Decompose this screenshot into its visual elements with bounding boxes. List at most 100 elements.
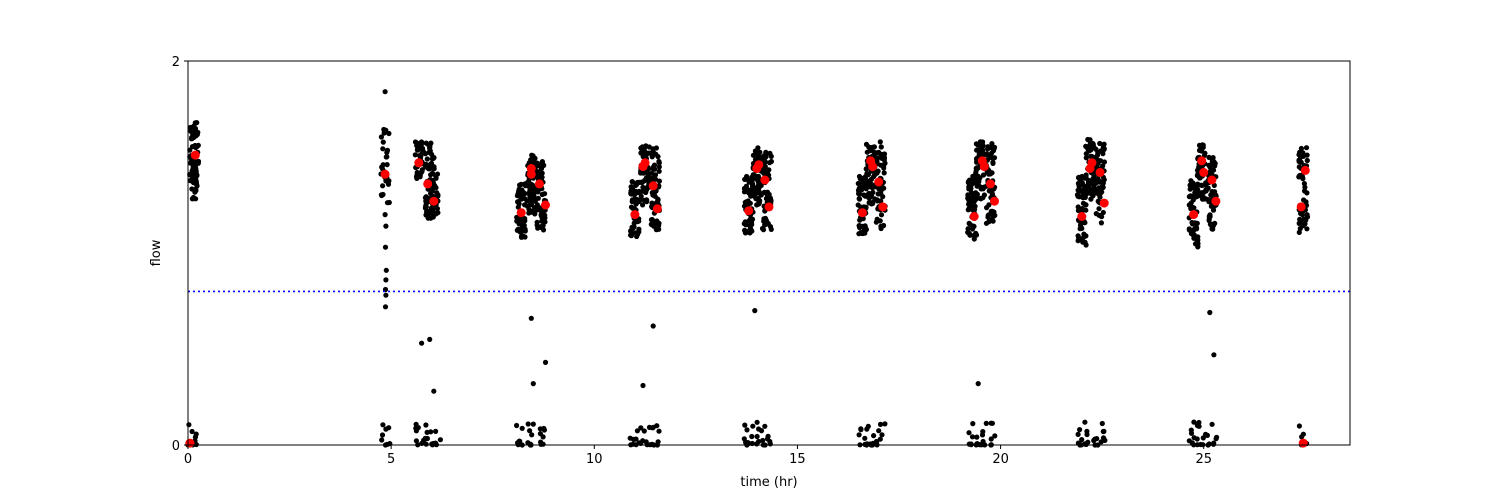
sample-point <box>1214 434 1220 440</box>
sample-point <box>881 162 887 168</box>
sample-point <box>1208 203 1214 209</box>
mean-marker <box>541 200 550 210</box>
sample-point <box>384 149 390 156</box>
sample-point <box>750 176 756 182</box>
sample-point <box>383 426 389 432</box>
sample-point <box>750 172 756 178</box>
sample-point <box>983 220 990 226</box>
sample-point <box>527 428 533 434</box>
sample-point <box>985 146 991 152</box>
sample-point <box>1186 438 1192 444</box>
sample-point <box>768 153 774 159</box>
sample-point <box>641 428 647 434</box>
sample-point <box>761 189 768 195</box>
sample-point <box>1206 441 1212 447</box>
sample-point <box>428 172 434 178</box>
sample-point <box>540 161 546 167</box>
sample-point <box>760 153 767 159</box>
sample-point <box>1198 182 1204 188</box>
sample-point <box>1088 191 1094 197</box>
mean-marker <box>1207 175 1217 185</box>
sample-point <box>1086 186 1093 192</box>
outlier-point <box>542 359 549 365</box>
sample-point <box>858 426 864 432</box>
sample-point <box>539 218 545 224</box>
sample-point <box>970 421 976 427</box>
sample-point <box>649 441 655 447</box>
sample-point <box>754 433 760 440</box>
sample-point <box>868 176 875 182</box>
outlier-point <box>431 388 437 394</box>
sample-point <box>415 425 421 431</box>
sample-point <box>1079 173 1085 180</box>
sample-point <box>435 192 441 198</box>
sample-point <box>857 217 863 223</box>
sample-point <box>189 144 196 150</box>
mean-marker <box>1296 202 1306 212</box>
sample-point <box>990 213 997 219</box>
sample-point <box>856 432 862 438</box>
sample-point <box>423 422 429 428</box>
sample-point <box>638 425 644 431</box>
sample-point <box>882 421 888 427</box>
sample-point <box>1093 180 1099 186</box>
outlier-point <box>1211 352 1217 358</box>
sample-point <box>856 231 862 237</box>
sample-point <box>648 217 655 223</box>
sample-point <box>418 141 424 147</box>
sample-point <box>414 169 420 176</box>
sample-point <box>423 198 429 204</box>
sample-point <box>186 422 192 428</box>
sample-point <box>978 184 984 190</box>
sample-point <box>1198 148 1205 154</box>
sample-point <box>1079 181 1085 187</box>
outlier-point <box>650 323 656 329</box>
sample-point <box>380 422 386 428</box>
sample-point <box>1299 434 1305 440</box>
sample-point <box>975 165 981 171</box>
sample-point <box>762 423 768 429</box>
sample-point <box>634 428 641 434</box>
sample-point <box>876 428 882 434</box>
sample-point <box>191 133 197 139</box>
sample-point <box>188 128 194 134</box>
mean-marker <box>868 162 878 172</box>
sample-point <box>522 228 528 234</box>
mean-marker <box>630 210 640 220</box>
sample-point <box>978 196 984 202</box>
sample-point <box>542 191 548 197</box>
sample-point <box>856 196 862 202</box>
sample-point <box>1211 159 1217 165</box>
mean-marker <box>1298 438 1308 448</box>
sample-point <box>379 432 386 438</box>
outlier-point <box>382 244 389 250</box>
sample-point <box>744 176 750 182</box>
sample-point <box>865 423 871 429</box>
outlier-point <box>530 381 536 387</box>
sample-point <box>530 421 536 427</box>
mean-marker <box>652 204 662 214</box>
sample-point <box>414 147 420 153</box>
sample-point <box>1079 437 1085 443</box>
sample-point <box>874 216 880 222</box>
sample-point <box>634 196 640 203</box>
y-axis-label: flow <box>149 239 164 266</box>
sample-point <box>424 429 430 435</box>
sample-point <box>1100 428 1106 435</box>
sample-point <box>189 186 195 192</box>
sample-point <box>866 190 872 197</box>
sample-point <box>195 142 201 148</box>
sample-point <box>656 428 662 434</box>
sample-point <box>1195 237 1201 243</box>
sample-point <box>763 217 769 223</box>
sample-point <box>1096 206 1102 212</box>
sample-point <box>192 180 198 186</box>
sample-point <box>879 432 885 438</box>
sample-point <box>644 197 650 203</box>
mean-marker <box>979 162 989 172</box>
sample-point <box>1198 190 1204 196</box>
sample-point <box>855 202 861 208</box>
sample-point <box>423 436 429 442</box>
sample-point <box>638 145 644 151</box>
